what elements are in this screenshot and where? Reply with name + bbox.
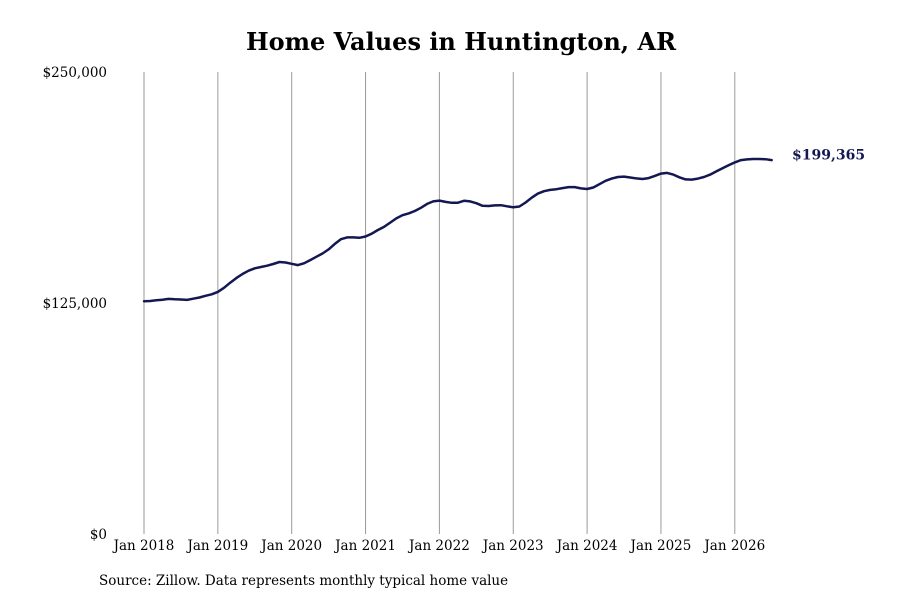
x-tick-label: Jan 2026 xyxy=(702,538,765,554)
x-tick-label: Jan 2024 xyxy=(555,538,618,554)
y-tick-label: $250,000 xyxy=(43,65,107,81)
series-line-layer xyxy=(142,157,773,303)
x-tick-label: Jan 2023 xyxy=(481,538,544,554)
grid-lines xyxy=(143,72,736,534)
x-tick-label: Jan 2021 xyxy=(333,538,396,554)
y-axis-ticks: $0 $125,000 $250,000 xyxy=(43,65,107,543)
end-value-label: $199,365 xyxy=(792,148,865,164)
x-tick-label: Jan 2018 xyxy=(112,538,175,554)
source-note: Source: Zillow. Data represents monthly … xyxy=(99,573,509,589)
x-tick-label: Jan 2019 xyxy=(185,538,248,554)
x-tick-label: Jan 2022 xyxy=(407,538,470,554)
x-tick-label: Jan 2020 xyxy=(259,538,322,554)
y-tick-label: $0 xyxy=(90,527,107,543)
chart-title: Home Values in Huntington, AR xyxy=(245,27,677,56)
series-line xyxy=(142,157,773,303)
end-label-layer: $199,365 xyxy=(792,148,865,164)
x-tick-label: Jan 2025 xyxy=(629,538,692,554)
x-axis-ticks: Jan 2018 Jan 2019 Jan 2020 Jan 2021 Jan 2022… xyxy=(112,538,766,554)
y-tick-label: $125,000 xyxy=(43,296,107,312)
